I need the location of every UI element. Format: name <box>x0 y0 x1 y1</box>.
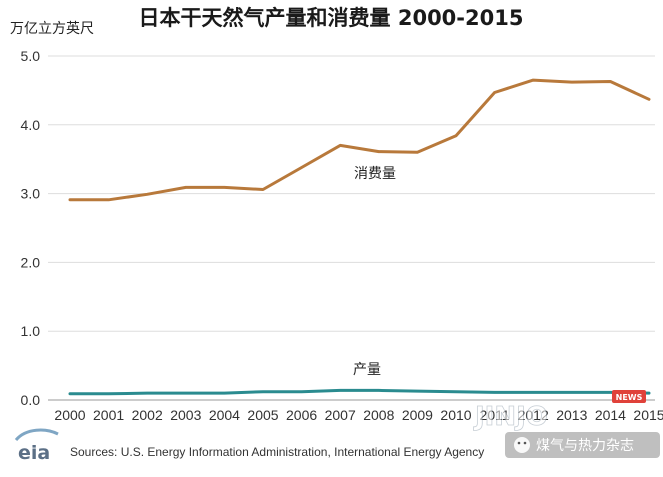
series-line-consumption <box>68 78 651 202</box>
y-tick-label: 5.0 <box>21 48 41 64</box>
x-axis-ticks: 2000 2001 2002 2003 2004 2005 2006 2007 2008 2009… <box>54 407 663 423</box>
series-label-production: 产量 <box>353 362 381 378</box>
x-tick-label: 2012 <box>518 407 549 423</box>
chart-title: 日本干天然气产量和消费量 2000-2015 <box>139 6 524 30</box>
x-tick-label: 2000 <box>54 407 85 423</box>
y-tick-label: 0.0 <box>21 392 41 408</box>
wechat-watermark-text: 煤气与热力杂志 <box>536 438 634 454</box>
news-badge-bg <box>612 390 646 403</box>
y-tick-label: 1.0 <box>21 323 41 339</box>
wechat-watermark-bg <box>505 432 660 458</box>
eia-logo: eia <box>14 428 59 464</box>
x-tick-label: 2014 <box>595 407 626 423</box>
x-tick-label: 2013 <box>556 407 587 423</box>
site-watermark: JINJO <box>473 402 549 433</box>
series-lines <box>68 78 651 396</box>
eia-logo-swoosh <box>14 428 59 442</box>
x-tick-label: 2009 <box>402 407 433 423</box>
eia-logo-text: eia <box>18 442 50 464</box>
site-watermark-text: JINJO <box>473 402 548 432</box>
wechat-icon <box>514 437 530 453</box>
x-tick-label: 2011 <box>480 407 510 423</box>
y-axis-ticks: 0.0 1.0 2.0 3.0 4.0 5.0 <box>21 48 41 408</box>
y-tick-label: 4.0 <box>21 117 41 133</box>
series-line-production <box>68 388 651 396</box>
y-tick-label: 2.0 <box>21 254 41 270</box>
x-tick-label: 2008 <box>363 407 394 423</box>
x-tick-label: 2007 <box>325 407 356 423</box>
source-note: Sources: U.S. Energy Information Adminis… <box>70 445 484 459</box>
news-badge: NEWS <box>612 390 646 403</box>
series-label-consumption: 消费量 <box>354 166 396 182</box>
x-tick-label: 2006 <box>286 407 317 423</box>
x-tick-label: 2015 <box>633 407 663 423</box>
x-tick-label: 2005 <box>247 407 278 423</box>
y-tick-label: 3.0 <box>21 186 41 202</box>
news-badge-text: NEWS <box>616 393 643 402</box>
x-tick-label: 2001 <box>93 407 124 423</box>
x-tick-label: 2010 <box>440 407 471 423</box>
x-tick-label: 2004 <box>209 407 240 423</box>
wechat-watermark: 煤气与热力杂志 <box>505 432 660 458</box>
x-tick-label: 2002 <box>132 407 163 423</box>
gridlines <box>48 55 655 401</box>
x-tick-label: 2003 <box>170 407 201 423</box>
y-axis-unit-label: 万亿立方英尺 <box>10 20 94 37</box>
